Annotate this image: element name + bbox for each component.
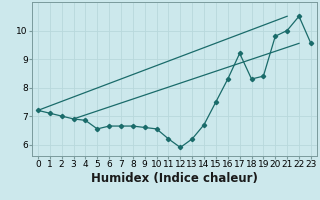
X-axis label: Humidex (Indice chaleur): Humidex (Indice chaleur) — [91, 172, 258, 185]
